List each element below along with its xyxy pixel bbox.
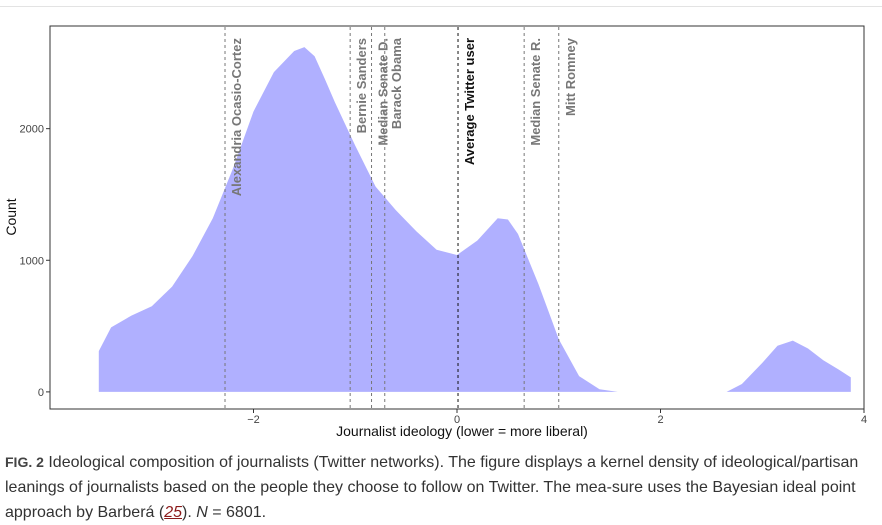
- sample-size-variable: N: [196, 504, 208, 521]
- reference-label-5: Average Twitter user: [462, 38, 477, 165]
- axes: −2 0 2 4 0 1000 2000: [20, 124, 868, 426]
- caption-text-after: ).: [182, 504, 197, 521]
- reference-label-6: Median Senate R.: [528, 38, 543, 146]
- x-tick-label-3: 2: [657, 414, 663, 426]
- reference-link[interactable]: 25: [164, 504, 182, 521]
- density-areas: [98, 47, 851, 392]
- figure-caption: FIG. 2 Ideological composition of journa…: [5, 450, 877, 525]
- x-tick-label-1: −2: [247, 414, 260, 426]
- y-axis-title: Count: [3, 198, 19, 235]
- figure-label: FIG. 2: [5, 454, 44, 470]
- density-area-2: [726, 340, 851, 392]
- reference-lines: Alexandria Ocasio-Cortez Bernie Sanders Me…: [224, 27, 578, 408]
- reference-label-1: Alexandria Ocasio-Cortez: [229, 38, 244, 197]
- reference-label-7: Mitt Romney: [563, 37, 578, 116]
- reference-label-4: Barack Obama: [389, 37, 404, 129]
- y-tick-label-2: 1000: [20, 255, 44, 267]
- density-area-1: [98, 47, 618, 392]
- top-divider: [0, 6, 882, 7]
- sample-size-value: = 6801.: [207, 504, 267, 521]
- x-axis-title: Journalist ideology (lower = more libera…: [336, 423, 588, 439]
- y-tick-label-1: 0: [38, 387, 44, 399]
- y-tick-label-3: 2000: [20, 124, 44, 136]
- reference-label-2: Bernie Sanders: [354, 38, 369, 133]
- density-chart: Alexandria Ocasio-Cortez Bernie Sanders Me…: [3, 25, 868, 439]
- reference-label-3: Median Senate D.: [376, 38, 391, 146]
- x-tick-label-4: 4: [861, 414, 867, 426]
- caption-text: Ideological composition of journalists (…: [5, 454, 859, 521]
- x-tick-label-2: 0: [454, 414, 460, 426]
